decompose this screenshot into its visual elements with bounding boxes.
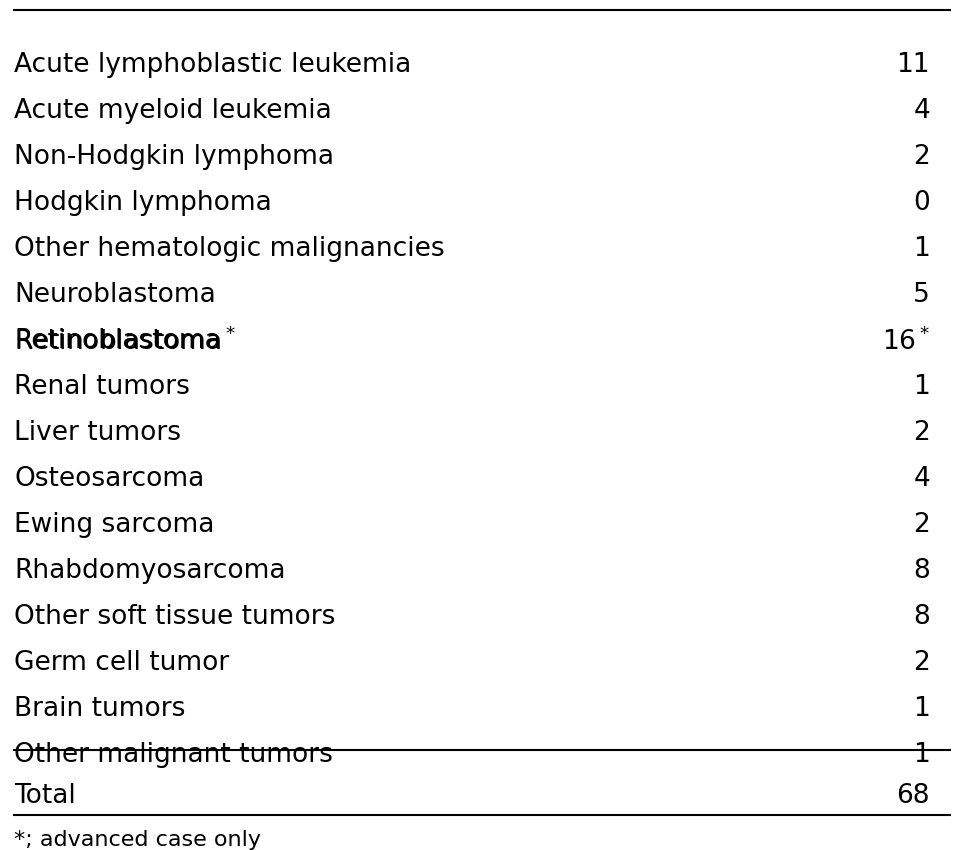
- Text: Renal tumors: Renal tumors: [14, 374, 190, 400]
- Text: 1: 1: [913, 696, 930, 722]
- Text: Total: Total: [14, 783, 76, 809]
- Text: 4: 4: [913, 466, 930, 492]
- Text: Neuroblastoma: Neuroblastoma: [14, 282, 216, 308]
- Text: 0: 0: [913, 190, 930, 216]
- Text: Ewing sarcoma: Ewing sarcoma: [14, 512, 214, 538]
- Text: Other hematologic malignancies: Other hematologic malignancies: [14, 236, 444, 262]
- Text: 8: 8: [913, 604, 930, 630]
- Text: Rhabdomyosarcoma: Rhabdomyosarcoma: [14, 558, 285, 584]
- Text: 11: 11: [897, 52, 930, 78]
- Text: 2: 2: [913, 512, 930, 538]
- Text: Osteosarcoma: Osteosarcoma: [14, 466, 204, 492]
- Text: Retinoblastoma: Retinoblastoma: [14, 328, 221, 354]
- Text: *; advanced case only: *; advanced case only: [14, 830, 261, 850]
- Text: Brain tumors: Brain tumors: [14, 696, 185, 722]
- Text: Retinoblastoma$^*$: Retinoblastoma$^*$: [14, 328, 236, 356]
- Text: 1: 1: [913, 742, 930, 768]
- Text: 4: 4: [913, 98, 930, 124]
- Text: 5: 5: [913, 282, 930, 308]
- Text: 68: 68: [897, 783, 930, 809]
- Text: Hodgkin lymphoma: Hodgkin lymphoma: [14, 190, 272, 216]
- Text: Germ cell tumor: Germ cell tumor: [14, 650, 229, 676]
- Text: Non-Hodgkin lymphoma: Non-Hodgkin lymphoma: [14, 144, 334, 170]
- Text: 2: 2: [913, 420, 930, 446]
- Text: Acute lymphoblastic leukemia: Acute lymphoblastic leukemia: [14, 52, 412, 78]
- Text: 1: 1: [913, 374, 930, 400]
- Text: 2: 2: [913, 144, 930, 170]
- Text: Acute myeloid leukemia: Acute myeloid leukemia: [14, 98, 332, 124]
- Text: Liver tumors: Liver tumors: [14, 420, 181, 446]
- Text: Other soft tissue tumors: Other soft tissue tumors: [14, 604, 335, 630]
- Text: Other malignant tumors: Other malignant tumors: [14, 742, 333, 768]
- Text: 16$^*$: 16$^*$: [882, 328, 930, 356]
- Text: 2: 2: [913, 650, 930, 676]
- Text: 1: 1: [913, 236, 930, 262]
- Text: 8: 8: [913, 558, 930, 584]
